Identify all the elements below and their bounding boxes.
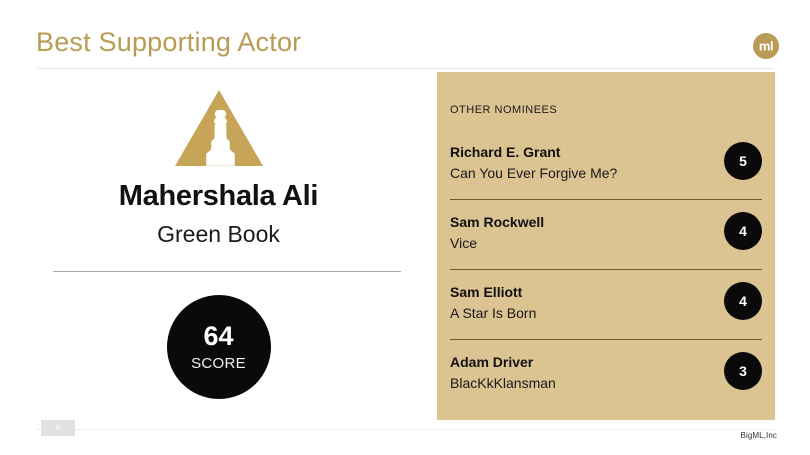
bigml-logo: ml bbox=[753, 33, 779, 59]
oscar-statuette-icon bbox=[173, 88, 265, 168]
nominee-film: A Star Is Born bbox=[450, 304, 537, 321]
nominee-info: Sam Elliott A Star Is Born bbox=[450, 284, 536, 322]
footer-divider bbox=[36, 429, 774, 430]
other-nominees-panel: OTHER NOMINEES Richard E. Grant Can You … bbox=[437, 72, 775, 420]
winner-score-value: 64 bbox=[203, 321, 234, 351]
nominee-list: Richard E. Grant Can You Ever Forgive Me… bbox=[450, 130, 762, 410]
winner-film: Green Book bbox=[157, 221, 280, 247]
nominee-score-badge: 5 bbox=[724, 142, 762, 180]
winner-divider bbox=[53, 271, 401, 272]
winner-section: Mahershala Ali Green Book 64 SCORE bbox=[0, 80, 437, 420]
header-divider bbox=[36, 68, 774, 69]
list-item: Adam Driver BlacKkKlansman 3 bbox=[450, 340, 762, 410]
list-item: Sam Elliott A Star Is Born 4 bbox=[450, 270, 762, 340]
nominee-name: Sam Elliott bbox=[450, 284, 523, 300]
page-number: 6 bbox=[55, 423, 61, 432]
winner-name: Mahershala Ali bbox=[118, 180, 319, 212]
footer-brand: BigML,Inc bbox=[740, 431, 777, 440]
nominee-film: Vice bbox=[450, 234, 477, 251]
nominee-info: Adam Driver BlacKkKlansman bbox=[450, 354, 556, 392]
nominee-score-value: 3 bbox=[739, 363, 747, 379]
page-number-badge: 6 bbox=[41, 420, 75, 436]
nominee-name: Sam Rockwell bbox=[450, 214, 545, 230]
nominee-name: Richard E. Grant bbox=[450, 144, 561, 160]
winner-score-badge: 64 SCORE bbox=[166, 295, 271, 399]
nominee-score-value: 4 bbox=[739, 223, 747, 239]
list-item: Sam Rockwell Vice 4 bbox=[450, 200, 762, 270]
nominee-score-value: 4 bbox=[739, 293, 747, 309]
nominee-info: Sam Rockwell Vice bbox=[450, 214, 544, 252]
list-item: Richard E. Grant Can You Ever Forgive Me… bbox=[450, 130, 762, 200]
nominee-film: BlacKkKlansman bbox=[450, 374, 556, 391]
nominee-score-badge: 3 bbox=[724, 352, 762, 390]
other-nominees-heading: OTHER NOMINEES bbox=[450, 104, 558, 116]
page-title: Best Supporting Actor bbox=[36, 27, 302, 57]
winner-score-label: SCORE bbox=[191, 355, 246, 372]
nominee-name: Adam Driver bbox=[450, 354, 534, 370]
nominee-score-value: 5 bbox=[739, 153, 747, 169]
nominee-score-badge: 4 bbox=[724, 282, 762, 320]
logo-text: ml bbox=[758, 38, 774, 53]
nominee-score-badge: 4 bbox=[724, 212, 762, 250]
nominee-film: Can You Ever Forgive Me? bbox=[450, 164, 618, 181]
nominee-info: Richard E. Grant Can You Ever Forgive Me… bbox=[450, 144, 617, 182]
